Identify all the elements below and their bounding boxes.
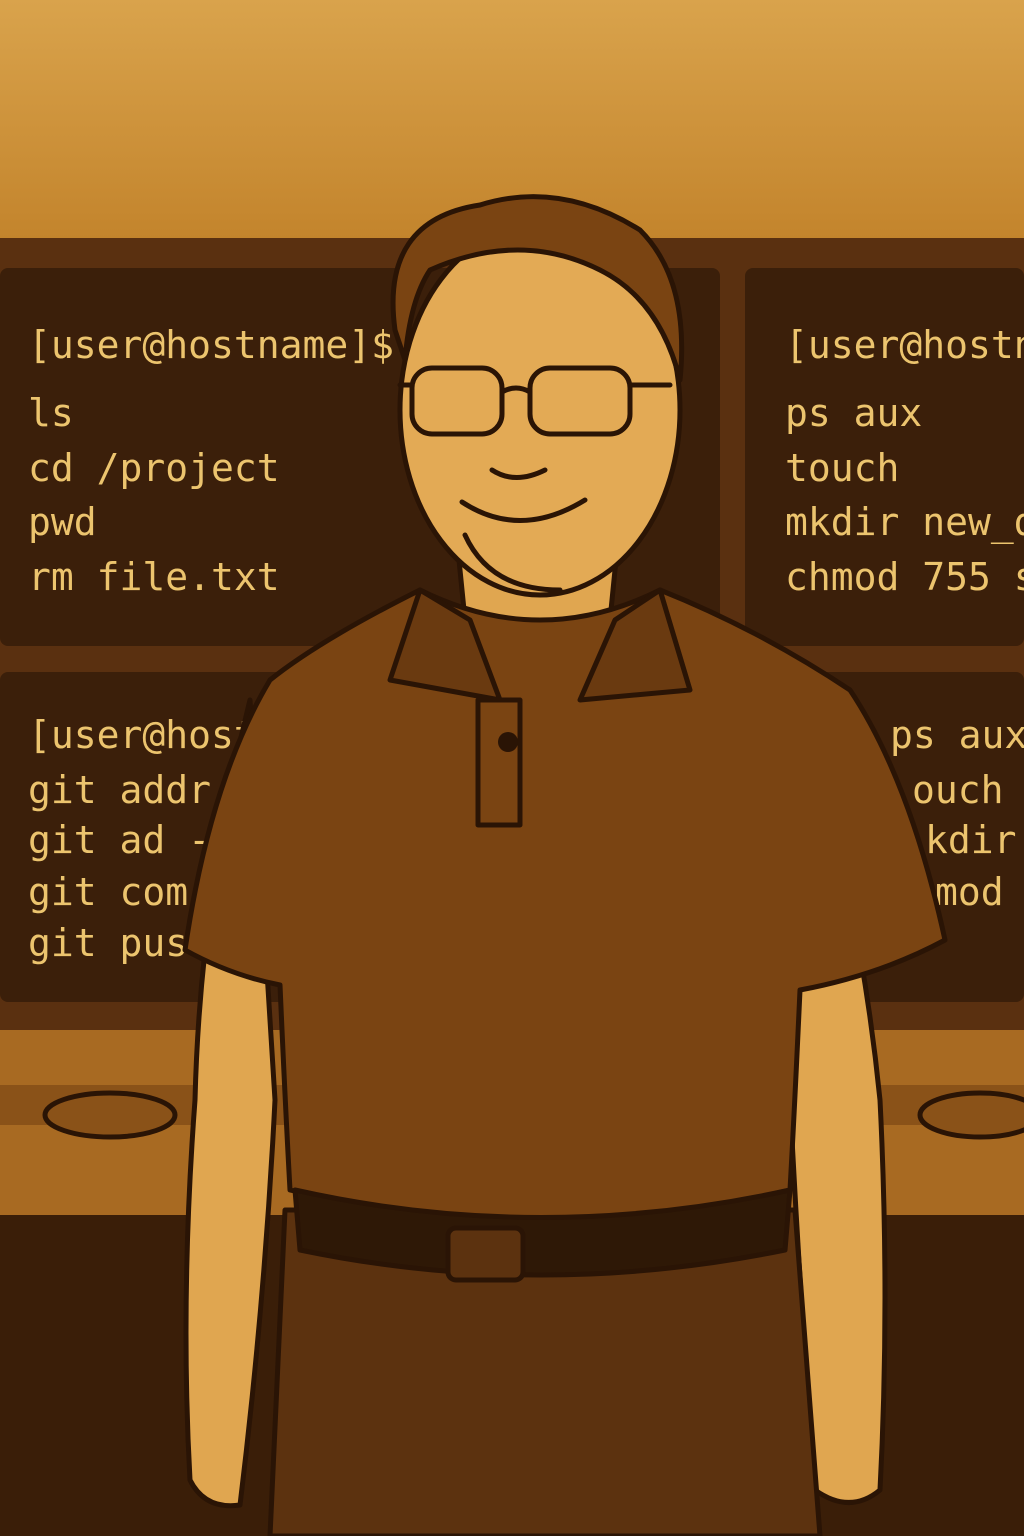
terminal-line: chmod 755 s [785, 555, 1024, 599]
glasses-right [527, 365, 633, 437]
monitor-stand [917, 1090, 1024, 1140]
person [182, 194, 948, 1536]
monitor-stand [42, 1090, 178, 1140]
terminal-line: [user@hostname]$ [28, 323, 394, 367]
terminal-line: git addr [28, 768, 211, 812]
glasses-left [409, 365, 505, 437]
terminal-line: ls [28, 391, 74, 435]
terminal-line: mod 7 [935, 870, 1024, 914]
terminal-line: [user@host [28, 713, 257, 757]
terminal-line: rm file.txt [28, 555, 280, 599]
button [498, 732, 518, 752]
terminal-line: [user@hostna [785, 323, 1024, 367]
placket [475, 697, 523, 828]
terminal-line: cd /project [28, 446, 280, 490]
belt [292, 1187, 793, 1278]
terminal-line: git comr [28, 870, 211, 914]
terminal-line: touch [785, 446, 899, 490]
terminal-text: [user@hostname]$ ls cd /project pwd rm file.… [28, 323, 1024, 965]
terminal-line: git ad - [28, 818, 211, 862]
terminal-line: ouch [912, 768, 1004, 812]
glasses-bridge [397, 382, 673, 395]
buckle [445, 1225, 526, 1283]
terminal-line: ps aux [890, 713, 1024, 757]
terminal-line: pwd [28, 500, 97, 544]
face-lines [459, 467, 588, 593]
terminal-line: kdir [925, 818, 1017, 862]
terminal-line: git pus [28, 921, 188, 965]
terminal-line: mkdir new_d [785, 500, 1024, 545]
terminal-line: ps aux [785, 391, 922, 435]
terminal-panel [745, 268, 1024, 646]
hair [390, 194, 685, 383]
